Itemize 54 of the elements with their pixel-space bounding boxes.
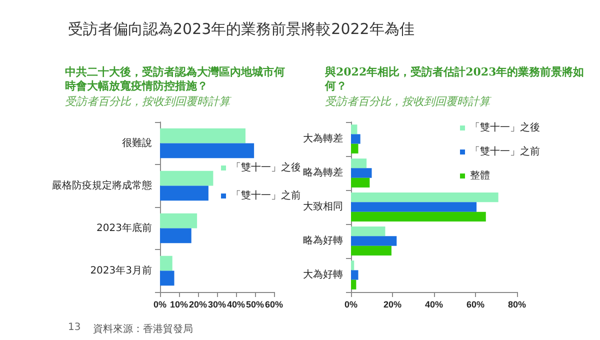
bar [351, 134, 360, 144]
x-tick-label: 30% [208, 300, 226, 310]
x-tick-label: 50% [246, 300, 264, 310]
bar [351, 280, 356, 290]
y-tick-label: 很難說 [122, 136, 152, 149]
bar [160, 213, 198, 228]
legend-label: 「雙十一」之前 [470, 146, 540, 158]
bar [160, 143, 254, 158]
y-tick-label: 2023年底前 [96, 222, 152, 234]
legend-label: 整體 [470, 170, 490, 182]
bar [351, 158, 367, 168]
x-tick-label: 80% [508, 300, 526, 310]
y-tick-label: 大致相同 [303, 200, 343, 212]
chart-subtitle: 受訪者百分比，按收到回覆時計算 [325, 95, 492, 108]
bar [351, 202, 477, 212]
bar [351, 144, 358, 154]
text: 受訪者偏向認為2023年的業務前景將較2022年為佳 [68, 20, 414, 39]
y-tick-label: 2023年3月前 [90, 264, 152, 276]
text: 13 [68, 322, 81, 333]
y-tick-label: 嚴格防疫規定將成常態 [52, 179, 152, 192]
x-tick-label: 60% [264, 300, 284, 310]
bar [351, 178, 370, 188]
chart-title: 中共二十大後，受訪者認為大灣區內地城市何時會大幅放寬疫情防控措施？ [65, 66, 285, 92]
x-tick-label: 0% [153, 300, 167, 310]
y-tick-label: 略為轉差 [303, 166, 343, 178]
x-tick-label: 10% [170, 300, 188, 310]
bar [351, 260, 354, 270]
chart-subtitle: 受訪者百分比，按收到回覆時計算 [65, 95, 232, 108]
chart-title: 與2022年相比，受訪者估計2023年的業務前景將如何？ [324, 66, 584, 92]
bar [160, 256, 172, 271]
y-tick-label: 略為好轉 [303, 234, 343, 246]
bar [351, 246, 392, 256]
y-tick-label: 大為好轉 [303, 268, 343, 280]
x-tick-label: 20% [383, 300, 402, 310]
x-tick-label: 40% [226, 300, 246, 310]
bar [351, 124, 358, 134]
bar [351, 212, 486, 222]
bar [351, 192, 498, 202]
bar [160, 170, 214, 186]
y-tick-label: 大為轉差 [303, 132, 343, 144]
bar [351, 168, 372, 178]
source-note: 資料來源：香港貿發局 [93, 322, 193, 336]
bar [351, 226, 386, 236]
bar [160, 128, 246, 144]
x-tick-label: 0% [344, 300, 358, 310]
bar [160, 186, 208, 201]
legend-label: 「雙十一」之後 [470, 122, 540, 134]
bar [351, 236, 397, 246]
bar [351, 270, 358, 280]
x-tick-label: 40% [424, 300, 444, 310]
x-tick-label: 60% [466, 300, 485, 310]
bar [160, 228, 192, 244]
x-tick-label: 20% [188, 300, 208, 310]
bar [160, 270, 174, 286]
